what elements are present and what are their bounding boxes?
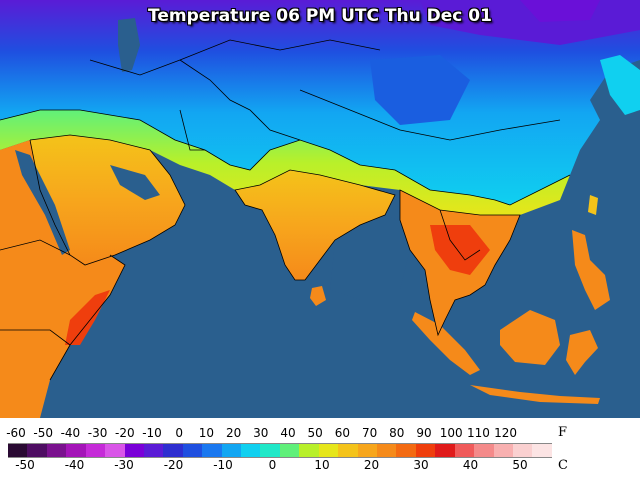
caspian-sea: [118, 18, 140, 72]
fahrenheit-tick-label: 50: [307, 426, 323, 440]
color-scale-swatch: [493, 444, 513, 457]
color-scale-swatch: [46, 444, 67, 457]
celsius-tick-label: 30: [413, 458, 429, 472]
land-africa: [0, 140, 125, 418]
color-scale-swatch: [241, 444, 261, 457]
land-sumatra: [412, 312, 480, 375]
red-sea: [15, 150, 70, 255]
celsius-tick-label: 0: [268, 458, 277, 472]
color-scale-swatch: [338, 444, 358, 457]
fahrenheit-unit-label: F: [558, 425, 568, 440]
bay-of-bengal: [330, 215, 410, 300]
color-scale-swatch: [202, 444, 222, 457]
color-scale-bar: [8, 443, 552, 458]
color-scale-swatch: [221, 444, 242, 457]
fahrenheit-tick-label: -30: [87, 426, 108, 440]
color-scale-swatch: [474, 444, 494, 457]
fahrenheit-tick-label: -50: [33, 426, 53, 440]
fahrenheit-tick-label: -10: [142, 426, 162, 440]
fahrenheit-tick-label: 80: [389, 426, 405, 440]
color-scale-swatch: [279, 444, 300, 457]
color-scale-swatch: [377, 444, 397, 457]
land-central-east-asia: [0, 0, 640, 205]
celsius-tick-label: -10: [213, 458, 233, 472]
color-scale-swatch: [454, 444, 475, 457]
land-borneo: [500, 310, 560, 365]
celsius-tick-label: -30: [114, 458, 134, 472]
celsius-tick-label: 20: [363, 458, 380, 472]
fahrenheit-tick-label: 100: [439, 426, 463, 440]
land-arabia: [30, 135, 185, 265]
africa-hot-coast: [65, 290, 110, 345]
color-scale-swatch: [532, 444, 552, 457]
temperature-map: [0, 0, 640, 418]
fahrenheit-tick-label: 20: [225, 426, 242, 440]
fahrenheit-tick-label: -60: [6, 426, 26, 440]
color-scale-swatch: [27, 444, 47, 457]
country-borders: [0, 39, 571, 381]
fahrenheit-tick-label: 60: [334, 426, 351, 440]
color-scale-swatch: [357, 444, 378, 457]
color-scale-swatch: [182, 444, 203, 457]
celsius-tick-label: -40: [64, 458, 85, 472]
celsius-tick-label: -20: [163, 458, 184, 472]
color-scale-swatch: [143, 444, 164, 457]
persian-gulf: [110, 165, 160, 200]
color-scale-swatch: [163, 444, 183, 457]
land-sulawesi: [566, 330, 598, 375]
cold-core: [370, 55, 470, 125]
fahrenheit-tick-label: 30: [253, 426, 269, 440]
color-scale-swatch: [105, 444, 125, 457]
celsius-tick-label: 50: [512, 458, 528, 472]
fahrenheit-tick-label: 70: [361, 426, 378, 440]
color-scale-swatch: [260, 444, 280, 457]
color-scale-swatch: [66, 444, 86, 457]
fahrenheit-tick-label: -20: [114, 426, 135, 440]
color-scale-swatch: [318, 444, 339, 457]
color-scale-swatch: [85, 444, 106, 457]
color-scale-swatch: [435, 444, 455, 457]
se-asia-hot: [430, 225, 490, 275]
land-korea-japan: [600, 55, 640, 115]
color-scale-swatch: [396, 444, 416, 457]
coldest-north: [520, 0, 600, 22]
fahrenheit-tick-label: 40: [280, 426, 296, 440]
land-india: [235, 170, 395, 280]
fahrenheit-tick-label: 0: [175, 426, 184, 440]
fahrenheit-tick-label: 110: [466, 426, 490, 440]
color-scale-swatch: [124, 444, 144, 457]
fahrenheit-tick-label: -40: [60, 426, 81, 440]
celsius-tick-label: -50: [15, 458, 35, 472]
land-taiwan: [588, 195, 598, 215]
color-scale-swatch: [415, 444, 436, 457]
land-srilanka: [310, 286, 326, 306]
fahrenheit-tick-label: 10: [198, 426, 215, 440]
color-scale-swatch: [512, 444, 533, 457]
land-philippines: [572, 230, 610, 310]
fahrenheit-tick-label: 90: [416, 426, 432, 440]
fahrenheit-tick-label: 120: [494, 426, 518, 440]
celsius-unit-label: C: [558, 458, 568, 473]
celsius-tick-label: 10: [314, 458, 330, 472]
color-scale-swatch: [299, 444, 319, 457]
land-java: [470, 385, 600, 404]
color-scale-swatch: [8, 444, 28, 457]
celsius-tick-label: 40: [462, 458, 479, 472]
map-title: Temperature 06 PM UTC Thu Dec 01: [148, 6, 492, 26]
